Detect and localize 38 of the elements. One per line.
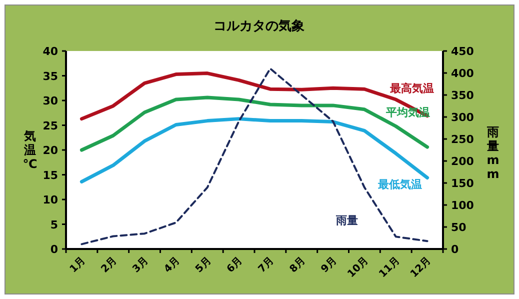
line-series (80, 96, 430, 152)
y-tick-label: 10 (42, 194, 58, 206)
x-tick-label: 11月 (377, 255, 402, 280)
series-label: 最低気温 (377, 178, 422, 191)
y2-tick-label: 0 (451, 243, 459, 256)
y2-tick-label: 400 (451, 67, 474, 80)
x-tick-label: 3月 (130, 255, 151, 276)
y-axis-title: 気温℃ (22, 129, 38, 171)
y2-tick-label: 100 (451, 199, 474, 212)
y-tick-label: 25 (42, 119, 58, 132)
y-tick-label: 35 (42, 70, 58, 83)
y-tick-label: 40 (42, 45, 58, 58)
chart-title: コルカタの気象 (214, 19, 304, 34)
x-tick-label: 5月 (194, 255, 214, 276)
y-tick-label: 20 (42, 144, 58, 157)
y-tick-label: 0 (50, 243, 58, 256)
y-tick-label: 5 (50, 218, 58, 232)
y2-tick-label: 250 (451, 133, 474, 146)
series-label: 最高気温 (389, 82, 434, 95)
x-tick-label: 7月 (256, 255, 276, 276)
series-label: 雨量 (335, 214, 358, 227)
x-tick-label: 12月 (408, 255, 434, 280)
x-tick-label: 2月 (99, 255, 120, 276)
y2-tick-label: 350 (451, 89, 474, 102)
y-tick-label: 30 (42, 94, 58, 108)
x-tick-label: 1月 (68, 255, 88, 276)
x-tick-label: 9月 (319, 255, 340, 276)
x-tick-label: 4月 (162, 255, 182, 276)
y2-tick-label: 50 (451, 221, 467, 234)
x-tick-label: 6月 (225, 255, 245, 276)
y2-tick-label: 450 (451, 45, 474, 58)
y2-tick-label: 300 (451, 111, 474, 124)
y2-tick-label: 150 (451, 177, 474, 190)
x-tick-label: 8月 (288, 255, 308, 276)
y-tick-label: 15 (42, 168, 58, 182)
y2-axis-title: 雨量mm (486, 125, 500, 181)
x-tick-label: 10月 (346, 255, 371, 280)
y2-tick-label: 200 (451, 155, 474, 168)
